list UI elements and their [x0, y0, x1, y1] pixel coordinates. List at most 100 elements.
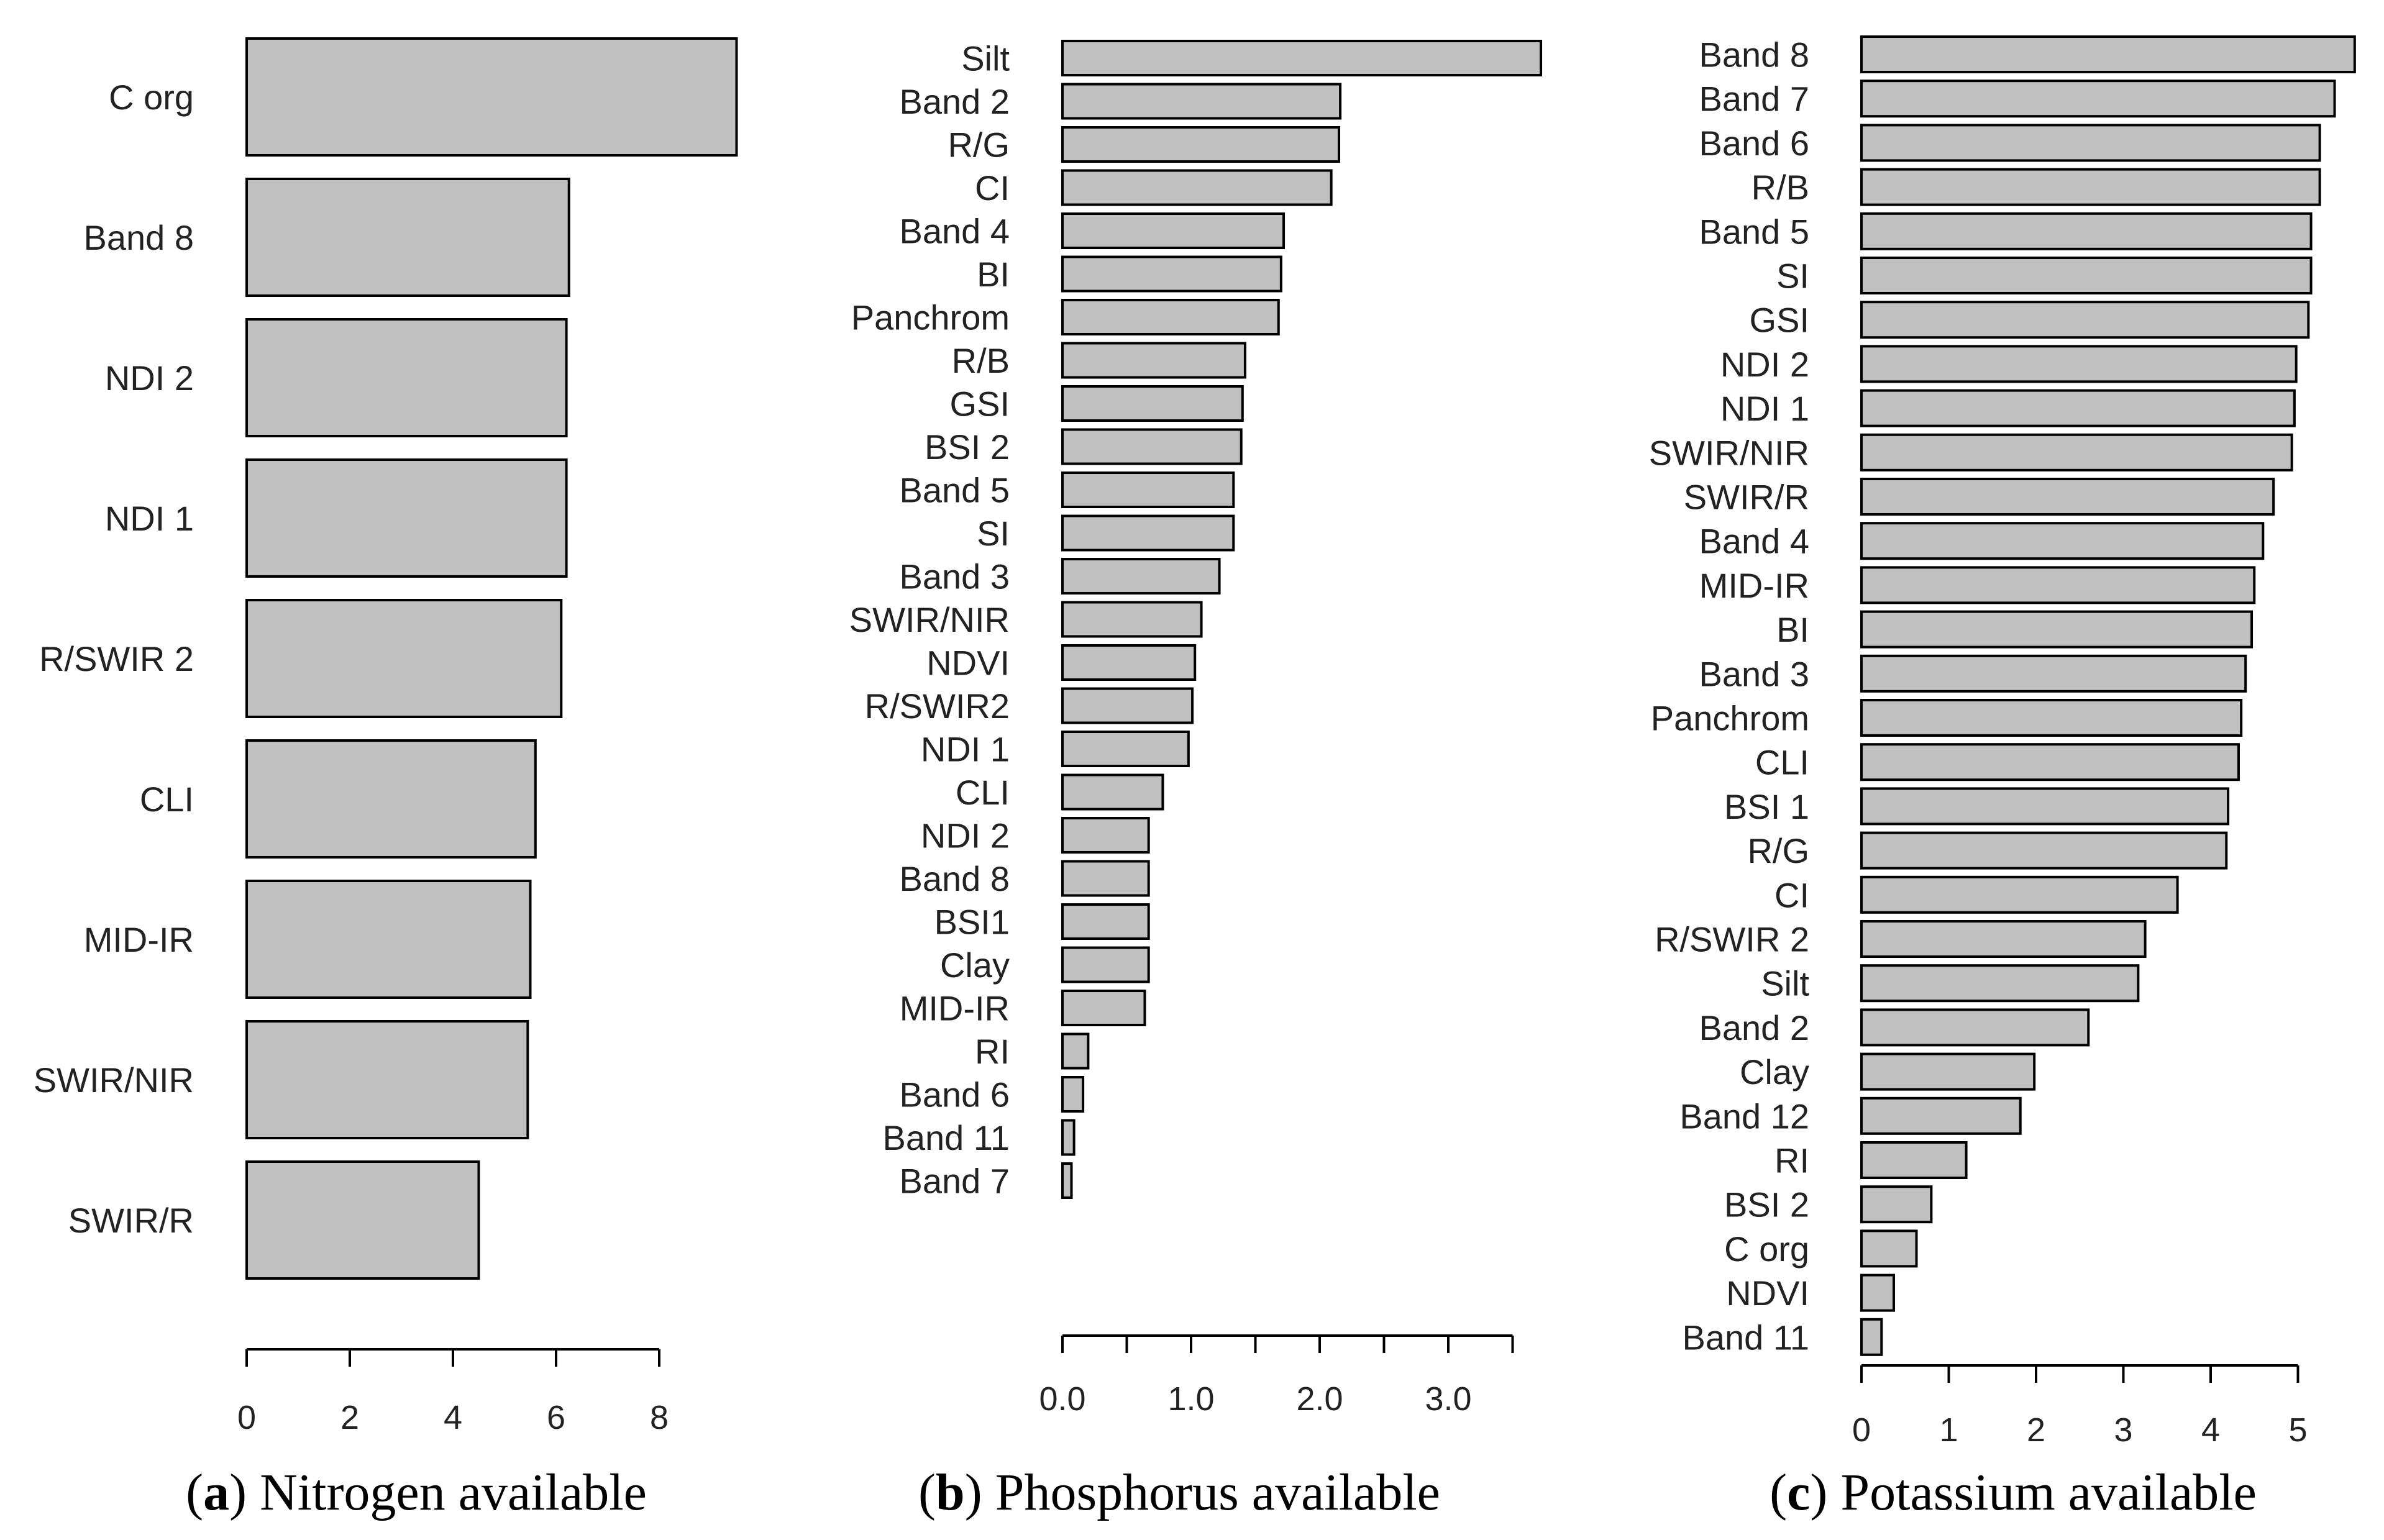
phosphorus-bar-ci [1061, 169, 1333, 206]
potassium-label-band-4: Band 4 [1699, 522, 1810, 561]
phosphorus-x-tick-label: 2.0 [1296, 1380, 1343, 1418]
potassium-label-band-8: Band 8 [1699, 35, 1810, 75]
phosphorus-label-bsi1: BSI1 [934, 903, 1010, 942]
nitrogen-x-tick-label: 0 [237, 1399, 256, 1436]
potassium-label-ndi-1: NDI 1 [1720, 389, 1809, 428]
nitrogen-bar-band-8 [245, 178, 570, 297]
potassium-label-ci: CI [1774, 875, 1809, 914]
potassium-bar-silt [1860, 964, 2140, 1003]
nitrogen-x-tick-label: 2 [340, 1399, 359, 1436]
phosphorus-label-band-2: Band 2 [900, 82, 1010, 121]
potassium-bar-band-8 [1860, 35, 2356, 73]
nitrogen-bar-swir-r [245, 1160, 480, 1280]
nitrogen-bar-mid-ir [245, 880, 532, 999]
caption-b-text: Phosphorus available [982, 1464, 1440, 1521]
phosphorus-bar-band-4 [1061, 212, 1286, 249]
phosphorus-bar-band-11 [1061, 1119, 1076, 1156]
phosphorus-label-band-3: Band 3 [900, 557, 1010, 596]
phosphorus-bar-band-5 [1061, 472, 1235, 508]
potassium-label-r-swir-2: R/SWIR 2 [1655, 920, 1809, 959]
phosphorus-bar-band-2 [1061, 83, 1342, 120]
phosphorus-bar-bi [1061, 255, 1282, 293]
potassium-bar-mid-ir [1860, 566, 2256, 604]
potassium-label-band-6: Band 6 [1699, 124, 1810, 163]
phosphorus-label-band-4: Band 4 [900, 212, 1010, 251]
phosphorus-bar-band-7 [1061, 1162, 1073, 1199]
potassium-bar-clay [1860, 1052, 2036, 1091]
phosphorus-label-ndi-2: NDI 2 [921, 816, 1010, 855]
nitrogen-x-tick-label: 4 [444, 1399, 462, 1436]
potassium-bar-swir-r [1860, 478, 2275, 516]
nitrogen-bar-c-org [245, 37, 738, 157]
potassium-bar-cli [1860, 743, 2240, 781]
potassium-bar-c-org [1860, 1229, 1918, 1268]
caption-c: (c) Potassium available [1770, 1464, 2257, 1521]
phosphorus-label-cli: CLI [956, 773, 1010, 812]
potassium-label-ndi-2: NDI 2 [1720, 345, 1809, 384]
phosphorus-label-ri: RI [975, 1032, 1010, 1071]
nitrogen-bar-ndi-2 [245, 318, 568, 437]
phosphorus-bar-band-3 [1061, 558, 1221, 595]
potassium-bar-r-g [1860, 831, 2228, 870]
potassium-bar-band-5 [1860, 212, 2313, 250]
potassium-label-bsi-2: BSI 2 [1724, 1185, 1809, 1224]
caption-a-text: Nitrogen available [247, 1464, 647, 1521]
phosphorus-label-ndi-1: NDI 1 [921, 730, 1010, 769]
phosphorus-label-band-5: Band 5 [900, 471, 1010, 510]
potassium-bar-ndvi [1860, 1273, 1895, 1312]
phosphorus-label-silt: Silt [961, 39, 1010, 78]
phosphorus-label-band-8: Band 8 [900, 859, 1010, 898]
potassium-bar-bsi-1 [1860, 787, 2230, 826]
nitrogen-label-swir-r: SWIR/R [68, 1201, 194, 1240]
nitrogen-bar-ndi-1 [245, 458, 568, 578]
phosphorus-bar-swir-nir [1061, 601, 1203, 638]
nitrogen-label-mid-ir: MID-IR [84, 920, 194, 959]
caption-a-letter: a [203, 1464, 229, 1521]
nitrogen-chart: C org Band 8 NDI 2 NDI 1 R/SWIR 2 CLI MID-IR SW… [34, 37, 738, 1436]
potassium-bar-ci [1860, 875, 2179, 914]
potassium-label-mid-ir: MID-IR [1699, 566, 1809, 605]
potassium-bar-bi [1860, 610, 2254, 649]
phosphorus-bar-r-swir2 [1061, 687, 1194, 724]
potassium-bar-bsi-2 [1860, 1185, 1933, 1224]
phosphorus-bar-ri [1061, 1032, 1090, 1070]
potassium-label-bsi-1: BSI 1 [1724, 787, 1809, 826]
phosphorus-label-band-11: Band 11 [883, 1118, 1010, 1157]
phosphorus-bar-silt [1061, 40, 1543, 76]
potassium-bar-ri [1860, 1141, 1968, 1179]
potassium-bar-swir-nir [1860, 433, 2293, 472]
potassium-label-swir-nir: SWIR/NIR [1649, 433, 1809, 472]
phosphorus-x-tick-label: 3.0 [1425, 1380, 1471, 1418]
potassium-label-silt: Silt [1761, 964, 1809, 1003]
phosphorus-bar-gsi [1061, 385, 1244, 422]
potassium-bar-band-4 [1860, 522, 2265, 560]
potassium-label-cli: CLI [1755, 743, 1809, 782]
potassium-label-clay: Clay [1740, 1052, 1809, 1091]
phosphorus-bar-bsi-2 [1061, 428, 1243, 465]
phosphorus-bar-bsi1 [1061, 903, 1150, 940]
caption-b-letter: b [936, 1464, 965, 1521]
phosphorus-bar-band-6 [1061, 1076, 1085, 1113]
potassium-label-band-2: Band 2 [1699, 1008, 1810, 1047]
potassium-bar-band-6 [1860, 124, 2321, 162]
potassium-bar-si [1860, 257, 2313, 294]
potassium-x-tick-label: 0 [1852, 1411, 1871, 1449]
potassium-bar-ndi-1 [1860, 389, 2296, 427]
potassium-label-c-org: C org [1724, 1229, 1809, 1269]
potassium-label-band-3: Band 3 [1699, 654, 1810, 693]
potassium-label-swir-r: SWIR/R [1684, 478, 1809, 517]
phosphorus-bar-ndi-2 [1061, 817, 1150, 854]
potassium-label-band-5: Band 5 [1699, 212, 1810, 251]
phosphorus-label-r-swir2: R/SWIR2 [865, 686, 1010, 726]
potassium-x-tick-label: 1 [1939, 1411, 1958, 1449]
phosphorus-label-swir-nir: SWIR/NIR [849, 600, 1010, 639]
potassium-x-tick-label: 3 [2114, 1411, 2132, 1449]
phosphorus-bar-cli [1061, 773, 1164, 811]
potassium-bar-r-swir-2 [1860, 920, 2147, 958]
nitrogen-x-tick-label: 6 [547, 1399, 565, 1436]
phosphorus-label-clay: Clay [940, 945, 1010, 985]
caption-c-text: Potassium available [1827, 1464, 2257, 1521]
potassium-chart: Band 8 Band 7 Band 6 R/B Band 5 SI GSI NDI 2 NDI… [1649, 35, 2356, 1449]
